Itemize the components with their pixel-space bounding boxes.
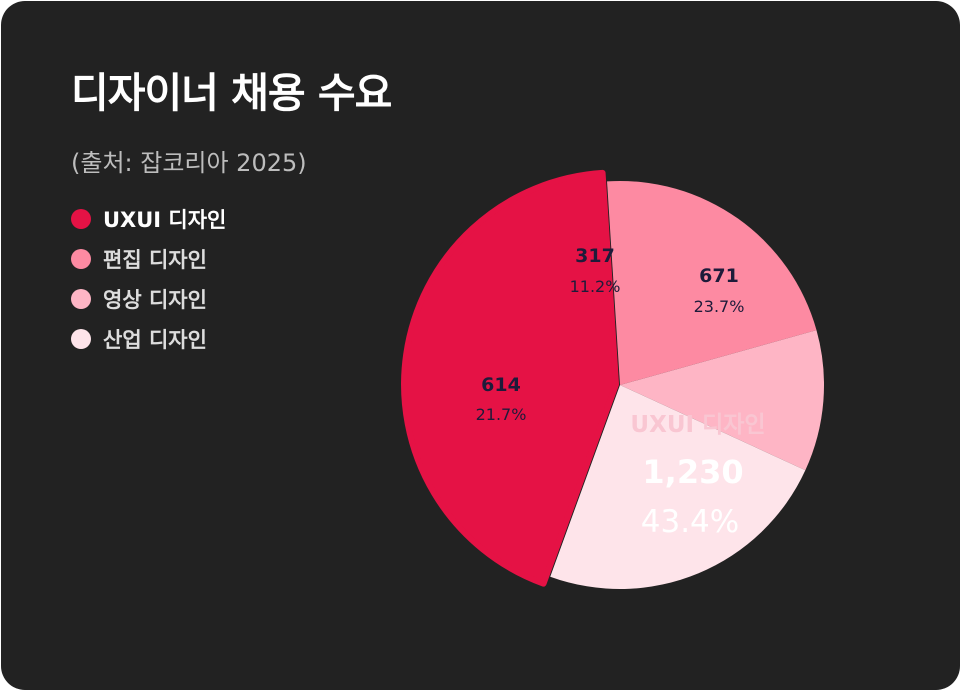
legend-item-editing: 편집 디자인: [71, 239, 226, 279]
legend: UXUI 디자인 편집 디자인 영상 디자인 산업 디자인: [71, 199, 226, 359]
chart-source: (출처: 잡코리아 2025): [71, 149, 307, 177]
slice-value-uxui: 1,230: [642, 453, 743, 491]
slice-percent-industrial: 23.7%: [694, 297, 745, 316]
legend-item-uxui: UXUI 디자인: [71, 199, 226, 239]
pie-slice-editing: [607, 181, 817, 385]
slice-percent-video: 11.2%: [570, 277, 621, 296]
legend-label-video: 영상 디자인: [103, 288, 207, 312]
legend-label-uxui: UXUI 디자인: [103, 208, 227, 232]
legend-swatch-video: [71, 289, 91, 309]
legend-swatch-uxui: [71, 209, 91, 229]
pie-slice-uxui: [401, 169, 620, 587]
slice-value-editing: 614: [481, 374, 521, 396]
legend-swatch-editing: [71, 249, 91, 269]
pie-slice-video: [620, 330, 824, 471]
legend-label-industrial: 산업 디자인: [103, 328, 207, 352]
slice-label-uxui: UXUI 디자인: [630, 412, 765, 438]
slice-value-video: 317: [575, 245, 615, 267]
legend-label-editing: 편집 디자인: [103, 248, 207, 272]
pie-slices: [401, 169, 824, 589]
slice-percent-uxui: 43.4%: [641, 504, 739, 540]
legend-item-industrial: 산업 디자인: [71, 319, 226, 359]
pie-slice-industrial: [550, 385, 806, 589]
slice-percent-editing: 21.7%: [476, 405, 527, 424]
slice-value-industrial: 671: [699, 265, 739, 287]
legend-swatch-industrial: [71, 329, 91, 349]
legend-item-video: 영상 디자인: [71, 279, 226, 319]
chart-title: 디자이너 채용 수요: [71, 69, 392, 117]
